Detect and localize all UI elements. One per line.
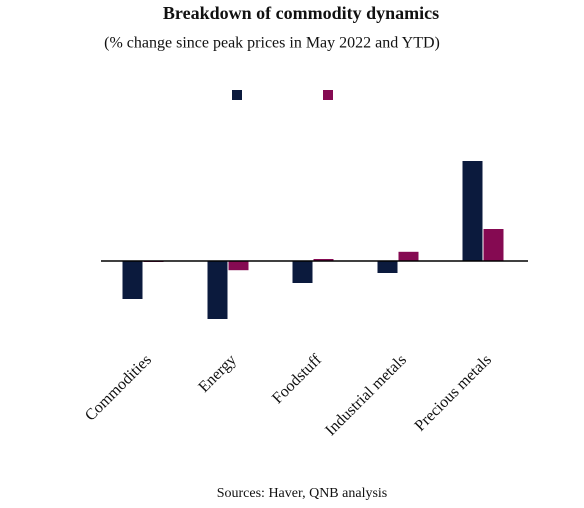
x-tick-label: Industrial metals: [322, 351, 410, 439]
bar: [313, 259, 334, 261]
chart-subtitle: (% change since peak prices in May 2022 …: [104, 35, 440, 52]
bar: [292, 261, 313, 283]
bar: [377, 261, 398, 273]
bar: [398, 251, 419, 261]
bar: [228, 261, 249, 271]
chart-title: Breakdown of commodity dynamics: [163, 3, 439, 23]
bar: [122, 261, 143, 299]
bar: [207, 261, 228, 319]
source-note: Sources: Haver, QNB analysis: [217, 486, 388, 501]
x-tick-label: Energy: [195, 351, 239, 395]
legend-marker: [323, 90, 333, 100]
bar: [483, 229, 504, 261]
bar: [462, 161, 483, 261]
x-tick-label: Commodities: [82, 351, 155, 424]
legend-marker: [232, 90, 242, 100]
x-tick-label: Precious metals: [412, 351, 495, 434]
x-tick-label: Foodstuff: [269, 351, 325, 407]
